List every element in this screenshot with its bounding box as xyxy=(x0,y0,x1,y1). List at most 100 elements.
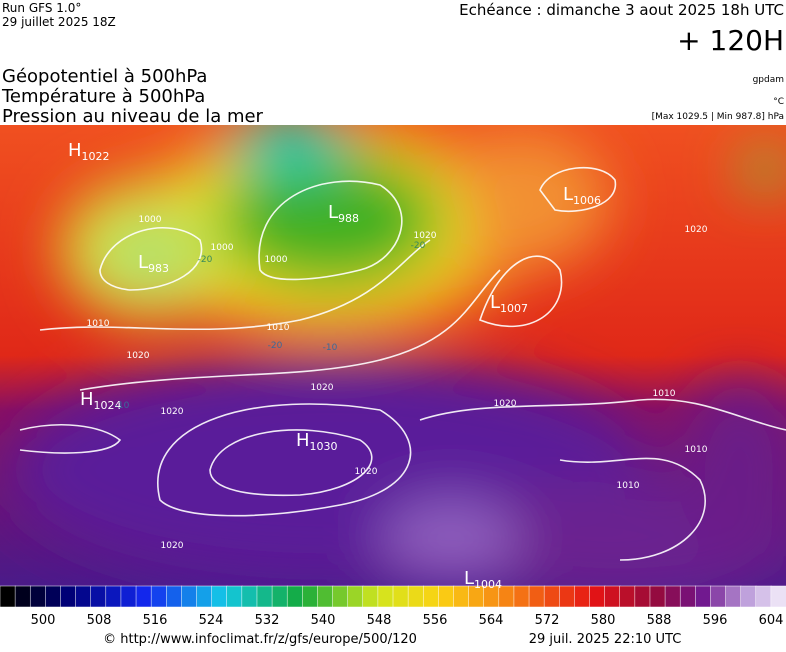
contour-label: 1020 xyxy=(494,399,517,409)
source-url: © http://www.infoclimat.fr/z/gfs/europe/… xyxy=(103,632,417,647)
colorbar-tick-label: 604 xyxy=(759,613,784,628)
contour-label: 1010 xyxy=(87,319,110,329)
colorbar-tick-label: 524 xyxy=(199,613,224,628)
colorbar-swatch xyxy=(710,585,727,608)
pressure-center: L1004 xyxy=(464,568,502,591)
colorbar-tick-label: 516 xyxy=(143,613,168,628)
colorbar-swatch xyxy=(407,585,424,608)
colorbar: 500 508 516 524 532 540 548 556 564 572 580 588 596 6… xyxy=(0,585,786,628)
colorbar-swatch xyxy=(75,585,92,608)
contour-label: 1020 xyxy=(161,541,184,551)
colorbar-swatch xyxy=(362,585,379,608)
colorbar-swatch xyxy=(226,585,243,608)
colorbar-tick-label: 572 xyxy=(535,613,560,628)
colorbar-swatch xyxy=(347,585,364,608)
colorbar-tick-label: 500 xyxy=(31,613,56,628)
contour-label: 1020 xyxy=(127,351,150,361)
colorbar-tick-label: 580 xyxy=(591,613,616,628)
contour-label: 1020 xyxy=(161,407,184,417)
contour-label: -20 xyxy=(268,341,283,351)
colorbar-swatch xyxy=(271,585,288,608)
colorbar-swatch xyxy=(286,585,304,608)
contour-label: 1000 xyxy=(265,255,288,265)
colorbar-swatch xyxy=(589,585,606,608)
colorbar-swatch xyxy=(770,585,786,608)
colorbar-swatch xyxy=(725,585,742,608)
colorbar-swatch xyxy=(150,585,168,608)
lead-time: + 120H xyxy=(677,24,784,57)
colorbar-swatch xyxy=(649,585,666,608)
pressure-center: L983 xyxy=(138,252,169,275)
run-label: Run GFS 1.0° xyxy=(2,1,81,15)
colorbar-swatch xyxy=(574,585,591,608)
pressure-center: H1030 xyxy=(296,430,338,453)
colorbar-swatch xyxy=(740,585,757,608)
colorbar-swatch xyxy=(90,585,107,608)
center-letter: L xyxy=(328,202,338,223)
contour-label: -20 xyxy=(411,241,426,251)
center-letter: H xyxy=(80,389,94,410)
center-letter: L xyxy=(563,184,573,205)
legend-line: Température à 500hPa xyxy=(1,86,205,107)
center-value: 1022 xyxy=(82,150,110,163)
contour-label: -20 xyxy=(198,255,213,265)
colorbar-swatch xyxy=(438,585,455,608)
colorbar-swatch xyxy=(332,585,349,608)
colorbar-swatch xyxy=(181,585,198,608)
contour-label: -10 xyxy=(115,401,130,411)
pressure-center: L988 xyxy=(328,202,359,225)
colorbar-swatch xyxy=(211,585,228,608)
center-value: 1006 xyxy=(573,194,601,207)
contour-label: 1020 xyxy=(355,467,378,477)
colorbar-swatch xyxy=(679,585,697,608)
contour-label: 1020 xyxy=(414,231,437,241)
colorbar-swatch xyxy=(45,585,62,608)
contour-label: 1000 xyxy=(139,215,162,225)
colorbar-tick-label: 588 xyxy=(647,613,672,628)
contour-label: -10 xyxy=(323,343,338,353)
colorbar-swatch xyxy=(634,585,651,608)
valid-time: Echéance : dimanche 3 aout 2025 18h UTC xyxy=(459,1,784,19)
pressure-center: L1007 xyxy=(490,292,528,315)
contour-label: 1010 xyxy=(685,445,708,455)
contour-label: 1020 xyxy=(685,225,708,235)
pressure-center: L1006 xyxy=(563,184,601,207)
colorbar-swatch xyxy=(755,585,772,608)
colorbar-swatch xyxy=(619,585,636,608)
colorbar-swatch xyxy=(0,585,16,608)
colorbar-tick-label: 548 xyxy=(367,613,392,628)
temp-unit: °C xyxy=(773,97,784,107)
geo-unit: gpdam xyxy=(753,75,784,85)
colorbar-tick-label: 556 xyxy=(423,613,448,628)
colorbar-swatch xyxy=(695,585,712,608)
pressure-center: H1022 xyxy=(68,140,110,163)
colorbar-swatch xyxy=(302,585,319,608)
colorbar-swatch xyxy=(317,585,334,608)
center-value: 988 xyxy=(338,212,359,225)
colorbar-swatch xyxy=(29,585,47,608)
colorbar-swatch xyxy=(105,585,122,608)
colorbar-swatch xyxy=(135,585,152,608)
colorbar-swatch xyxy=(120,585,137,608)
colorbar-swatch xyxy=(256,585,273,608)
center-value: 1007 xyxy=(500,302,528,315)
colorbar-swatch xyxy=(528,585,545,608)
run-time: 29 juillet 2025 18Z xyxy=(2,15,116,29)
colorbar-swatch xyxy=(559,585,576,608)
contour-label: 1000 xyxy=(211,243,234,253)
colorbar-tick-label: 564 xyxy=(479,613,504,628)
contour-label: 1010 xyxy=(653,389,676,399)
colorbar-tick-label: 540 xyxy=(311,613,336,628)
colorbar-swatch xyxy=(241,585,258,608)
colorbar-swatch xyxy=(392,585,409,608)
center-letter: L xyxy=(490,292,500,313)
colorbar-swatch xyxy=(196,585,213,608)
colorbar-swatch xyxy=(453,585,470,608)
colorbar-swatch xyxy=(166,585,183,608)
colorbar-swatch xyxy=(422,585,440,608)
center-value: 983 xyxy=(148,262,169,275)
contour-label: 1020 xyxy=(311,383,334,393)
center-letter: L xyxy=(464,568,474,589)
center-value: 1004 xyxy=(474,578,502,591)
